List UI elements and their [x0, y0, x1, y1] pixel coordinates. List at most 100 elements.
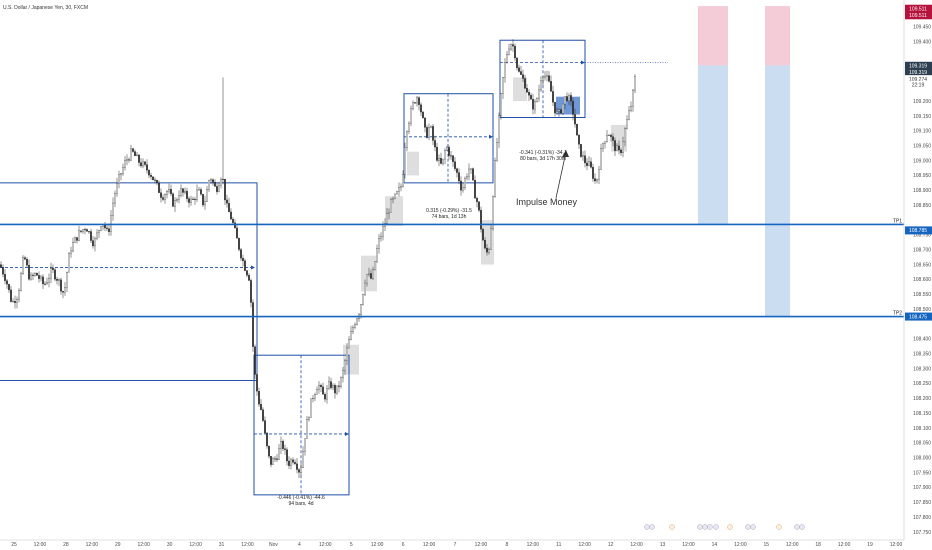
time-axis[interactable]: 25 12:00 28 12:00 29 12:00 30 12:00 31 12:00 Nov 4 1…	[11, 542, 902, 548]
candle	[124, 160, 126, 168]
candle	[412, 102, 414, 109]
candle	[70, 250, 72, 254]
candle	[374, 261, 376, 270]
impulse-money-annotation[interactable]: Impulse Money	[516, 197, 578, 207]
candle	[484, 240, 486, 249]
candle	[52, 268, 54, 270]
y-tick-label: 108.550	[913, 292, 931, 298]
candle	[552, 91, 554, 103]
candle	[490, 228, 492, 250]
candle	[238, 238, 240, 250]
y-tick-label: 108.150	[913, 411, 931, 417]
candle	[236, 227, 238, 239]
candle	[302, 451, 304, 468]
candle	[4, 274, 6, 281]
candle	[476, 198, 478, 202]
candle	[610, 135, 612, 137]
candle	[448, 147, 450, 156]
x-tick-label: 12:00	[630, 542, 643, 548]
candle	[634, 76, 636, 91]
candle	[42, 276, 44, 285]
price-axis[interactable]: 109.450109.400109.300109.250109.200109.1…	[913, 25, 931, 536]
candle	[298, 469, 300, 473]
candle	[60, 279, 62, 292]
candle	[266, 432, 268, 447]
measure3-label-line2: 80 bars, 3d 17h 30m	[520, 156, 566, 162]
candle	[348, 339, 350, 349]
x-tick-label: 12:00	[34, 542, 47, 548]
y-tick-label: 108.350	[913, 352, 931, 358]
candle	[528, 92, 530, 96]
candle	[544, 75, 546, 78]
x-tick-label: 12:00	[137, 542, 150, 548]
candle	[24, 257, 26, 260]
candle	[218, 185, 220, 192]
candle	[240, 249, 242, 259]
candle	[442, 158, 444, 164]
x-tick-label: Nov	[269, 542, 278, 548]
x-tick-label: 12:00	[734, 542, 747, 548]
candle	[472, 168, 474, 181]
candle	[86, 229, 88, 232]
sr-zone	[481, 220, 494, 265]
candle	[314, 394, 316, 399]
candle	[598, 169, 600, 180]
candle	[112, 202, 114, 216]
y-tick-label: 108.600	[913, 277, 931, 283]
candle	[114, 193, 116, 204]
price-badge-label: 109.319	[909, 64, 927, 70]
y-tick-label: 108.100	[913, 426, 931, 432]
candle	[122, 167, 124, 174]
candle	[396, 191, 398, 195]
candle	[578, 135, 580, 145]
candle	[522, 74, 524, 79]
candle	[586, 162, 588, 166]
candle	[510, 44, 512, 50]
event-flag-icon	[644, 524, 650, 530]
candle	[368, 273, 370, 275]
y-tick-label: 107.750	[913, 530, 931, 536]
candle	[626, 119, 628, 129]
candle	[516, 57, 518, 68]
y-tick-label: 108.300	[913, 366, 931, 372]
candle	[192, 198, 194, 200]
price-badge-label: 109.319	[909, 70, 927, 76]
candle	[624, 128, 626, 143]
candle	[166, 191, 168, 195]
x-tick-label: 12:00	[86, 542, 99, 548]
candle	[44, 283, 46, 285]
candle	[364, 282, 366, 295]
y-tick-label: 108.050	[913, 441, 931, 447]
candle	[554, 102, 556, 114]
candle	[414, 102, 416, 104]
candle	[520, 71, 522, 75]
event-flag-icon	[745, 524, 751, 530]
candle	[288, 460, 290, 466]
candle	[264, 420, 266, 434]
candle	[162, 197, 164, 200]
arrow-head	[581, 60, 585, 65]
candle	[216, 186, 218, 192]
candle	[74, 237, 76, 243]
candle	[436, 146, 438, 161]
candle	[452, 155, 454, 162]
candle	[482, 229, 484, 241]
candle	[456, 168, 458, 173]
candle	[488, 248, 490, 253]
candle	[306, 419, 308, 439]
candle	[278, 448, 280, 460]
candle	[32, 274, 34, 276]
candle	[492, 196, 494, 230]
candle	[440, 158, 442, 164]
y-tick-label: 108.950	[913, 173, 931, 179]
price-badge-label: 108.785	[909, 228, 927, 234]
candle	[36, 272, 38, 276]
horizontal-lines-layer: TP1 TP2	[0, 218, 904, 318]
y-tick-label: 109.000	[913, 158, 931, 164]
candle	[388, 212, 390, 214]
candle	[242, 257, 244, 261]
candle	[212, 179, 214, 183]
candle	[432, 126, 434, 141]
x-tick-label: 12:00	[527, 542, 540, 548]
